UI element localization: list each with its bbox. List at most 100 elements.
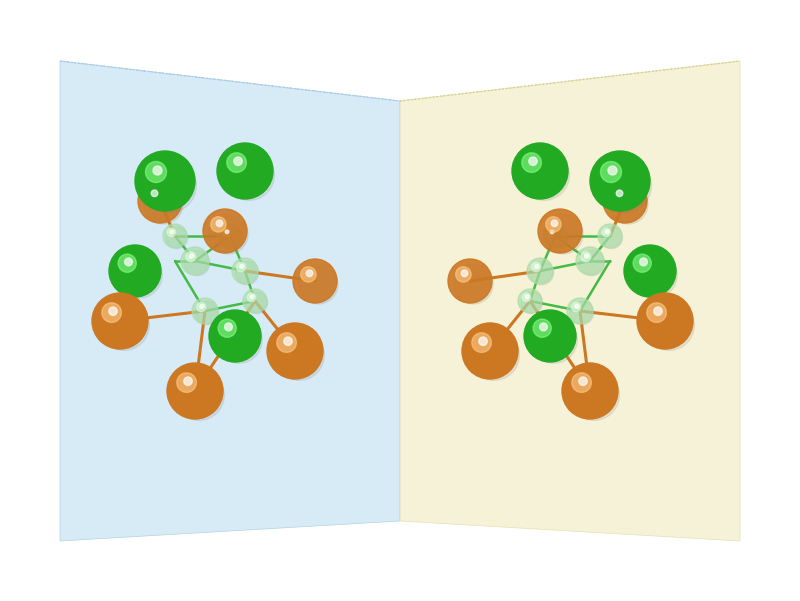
Circle shape: [217, 143, 273, 199]
Circle shape: [166, 227, 188, 249]
Circle shape: [521, 292, 542, 314]
Circle shape: [218, 319, 236, 337]
Circle shape: [170, 230, 174, 234]
Circle shape: [246, 292, 267, 314]
Circle shape: [603, 179, 647, 223]
Circle shape: [226, 230, 229, 234]
Polygon shape: [60, 61, 400, 541]
Circle shape: [221, 227, 242, 249]
Circle shape: [247, 293, 256, 302]
Circle shape: [570, 301, 594, 325]
Circle shape: [512, 143, 568, 199]
Circle shape: [606, 230, 609, 234]
Circle shape: [610, 187, 626, 202]
Circle shape: [531, 263, 541, 272]
Circle shape: [576, 247, 604, 275]
Circle shape: [584, 254, 589, 258]
Circle shape: [192, 298, 218, 324]
Circle shape: [522, 153, 542, 172]
Circle shape: [524, 310, 576, 362]
Circle shape: [232, 258, 258, 284]
Circle shape: [243, 289, 267, 313]
Circle shape: [99, 300, 150, 350]
Circle shape: [527, 258, 553, 284]
Circle shape: [539, 323, 547, 331]
Circle shape: [601, 227, 622, 249]
Circle shape: [454, 264, 493, 304]
Circle shape: [146, 187, 161, 202]
Circle shape: [543, 224, 567, 248]
Circle shape: [109, 245, 161, 297]
Circle shape: [197, 302, 206, 312]
Circle shape: [277, 333, 297, 352]
Circle shape: [472, 333, 491, 352]
Circle shape: [153, 166, 162, 175]
Circle shape: [461, 270, 468, 276]
Circle shape: [125, 258, 133, 266]
Circle shape: [118, 254, 136, 272]
Circle shape: [135, 151, 195, 211]
Circle shape: [225, 323, 233, 331]
Circle shape: [306, 270, 313, 276]
Circle shape: [469, 330, 519, 380]
Circle shape: [574, 305, 578, 308]
Circle shape: [298, 264, 338, 304]
Circle shape: [624, 245, 676, 297]
Circle shape: [210, 217, 226, 232]
Circle shape: [167, 363, 223, 419]
Circle shape: [478, 337, 487, 346]
Circle shape: [209, 215, 248, 254]
Circle shape: [109, 307, 118, 316]
Circle shape: [456, 267, 471, 282]
Circle shape: [102, 303, 122, 322]
Circle shape: [647, 303, 666, 322]
Circle shape: [146, 162, 166, 183]
Circle shape: [143, 185, 183, 224]
Circle shape: [654, 307, 662, 316]
Circle shape: [186, 252, 196, 261]
Circle shape: [222, 228, 230, 237]
Circle shape: [284, 337, 292, 346]
Circle shape: [533, 319, 551, 337]
Circle shape: [538, 209, 582, 253]
Circle shape: [547, 228, 555, 237]
Circle shape: [293, 259, 337, 303]
Circle shape: [224, 150, 274, 200]
Circle shape: [185, 251, 210, 276]
Circle shape: [227, 153, 246, 172]
Circle shape: [530, 261, 554, 285]
Circle shape: [590, 151, 650, 211]
Circle shape: [598, 159, 651, 213]
Circle shape: [640, 258, 647, 266]
Circle shape: [203, 209, 247, 253]
Circle shape: [462, 323, 518, 379]
Circle shape: [602, 228, 610, 237]
Circle shape: [209, 310, 261, 362]
Circle shape: [551, 220, 558, 227]
Circle shape: [526, 295, 529, 299]
Circle shape: [234, 157, 242, 165]
Circle shape: [616, 190, 622, 197]
Circle shape: [138, 179, 182, 223]
Circle shape: [579, 251, 605, 276]
Circle shape: [177, 373, 197, 392]
Circle shape: [163, 224, 187, 248]
Circle shape: [601, 162, 622, 183]
Circle shape: [529, 157, 538, 165]
Circle shape: [633, 254, 651, 272]
Circle shape: [301, 267, 316, 282]
Circle shape: [92, 293, 148, 349]
Circle shape: [534, 264, 538, 269]
Circle shape: [142, 159, 197, 213]
Circle shape: [215, 317, 262, 363]
Circle shape: [151, 190, 158, 197]
Circle shape: [522, 293, 530, 302]
Circle shape: [630, 251, 678, 298]
Polygon shape: [400, 61, 740, 541]
Circle shape: [218, 224, 242, 248]
Circle shape: [167, 228, 176, 237]
Circle shape: [546, 217, 561, 232]
Circle shape: [115, 251, 162, 298]
Circle shape: [267, 323, 323, 379]
Circle shape: [609, 185, 648, 224]
